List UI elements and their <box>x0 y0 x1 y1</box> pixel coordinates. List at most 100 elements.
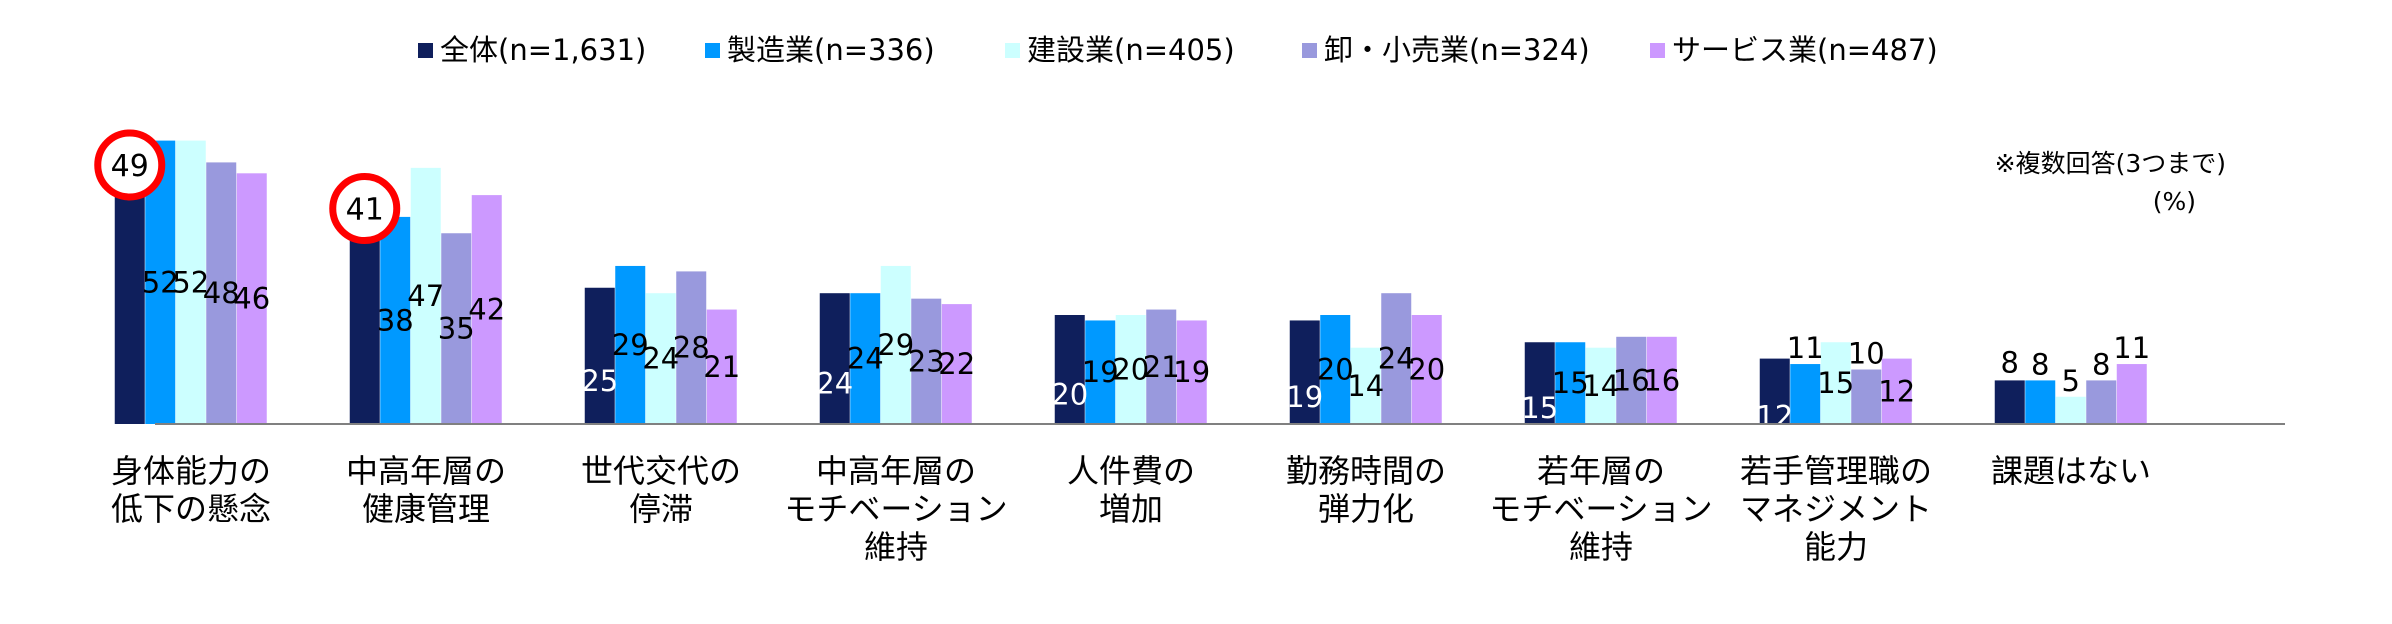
bar <box>1085 320 1116 424</box>
bar <box>1289 320 1320 424</box>
highlight-label: 41 <box>346 193 384 228</box>
category-label: マネジメント <box>1740 490 1932 528</box>
bar <box>1054 315 1085 424</box>
highlight-circle <box>329 173 401 245</box>
legend-swatch <box>1005 43 1020 58</box>
bar <box>1759 358 1790 424</box>
category-label: 健康管理 <box>362 490 490 528</box>
data-label: 20 <box>1317 353 1354 387</box>
category-label: 停滞 <box>629 490 693 528</box>
category-label: 中高年層の <box>346 452 506 490</box>
bar <box>1646 336 1677 424</box>
bar <box>441 233 472 424</box>
data-label: 20 <box>1051 378 1088 412</box>
category-label: 増加 <box>1099 490 1163 528</box>
data-label: 52 <box>172 265 209 299</box>
data-label: 29 <box>877 328 914 362</box>
legend-swatch <box>1302 43 1317 58</box>
bar <box>1585 347 1616 424</box>
bar <box>380 216 411 424</box>
data-label: 19 <box>1173 355 1210 389</box>
legend: 全体(n=1,631) 製造業(n=336) 建設業(n=405) 卸・小売業(n=3… <box>418 33 1938 67</box>
data-label: 19 <box>1082 355 1119 389</box>
bar <box>1616 336 1647 424</box>
bar <box>471 195 502 424</box>
data-label: 46 <box>233 282 270 316</box>
category-label: 弾力化 <box>1318 490 1414 528</box>
data-label: 24 <box>1378 342 1415 376</box>
bar <box>1381 293 1412 424</box>
bar <box>584 287 615 424</box>
category-label: 若手管理職の <box>1740 452 1932 490</box>
legend-label: 全体(n=1,631) <box>440 33 646 67</box>
bar <box>819 293 850 424</box>
category-label: 中高年層の <box>816 452 976 490</box>
data-label: 14 <box>1582 369 1619 403</box>
bar <box>114 156 145 424</box>
data-label: 24 <box>642 342 679 376</box>
bar <box>1115 315 1146 424</box>
category-label: 身体能力の <box>111 452 271 490</box>
bar <box>2025 380 2056 424</box>
legend-label: 建設業(n=405) <box>1027 33 1235 67</box>
data-label: 52 <box>142 265 179 299</box>
data-label: 42 <box>468 293 505 327</box>
category-label: 低下の懸念 <box>111 490 271 528</box>
bar <box>1411 315 1442 424</box>
data-label: 21 <box>1143 350 1180 384</box>
legend-swatch <box>418 43 433 58</box>
data-label: 29 <box>612 328 649 362</box>
data-label: 15 <box>1552 366 1589 400</box>
data-label: 38 <box>377 303 414 337</box>
data-label: 48 <box>203 276 240 310</box>
category-label: 人件費の <box>1067 452 1195 490</box>
bar <box>175 140 206 424</box>
legend-label: 製造業(n=336) <box>727 33 935 67</box>
category-label: 維持 <box>864 528 928 566</box>
legend-swatch <box>1650 43 1665 58</box>
data-label: 8 <box>2001 345 2019 379</box>
data-label: 5 <box>2062 364 2080 398</box>
bar <box>1176 320 1207 424</box>
data-label: 20 <box>1408 353 1445 387</box>
bar <box>1524 342 1555 424</box>
category-label: モチベーション <box>784 490 1007 528</box>
bar <box>880 265 911 424</box>
bar <box>2055 396 2086 424</box>
bar <box>236 173 267 424</box>
bar <box>1881 358 1912 424</box>
data-label: 20 <box>1112 353 1149 387</box>
bar <box>206 162 237 424</box>
data-label: 23 <box>908 344 945 378</box>
data-label: 22 <box>938 347 975 381</box>
highlight-circle <box>94 129 166 201</box>
category-label: 勤務時間の <box>1286 452 1446 490</box>
bar <box>645 293 676 424</box>
data-label: 21 <box>703 350 740 384</box>
data-label: 24 <box>816 367 853 401</box>
data-label: 11 <box>2113 331 2150 365</box>
bar <box>2086 380 2117 424</box>
category-label: 世代交代の <box>581 452 741 490</box>
bar <box>676 271 707 424</box>
data-label: 24 <box>847 342 884 376</box>
data-label: 28 <box>673 331 710 365</box>
unit-label: (%) <box>2153 187 2196 216</box>
data-label: 47 <box>407 279 444 313</box>
data-label: 25 <box>581 364 618 398</box>
category-label: 課題はない <box>1991 452 2151 490</box>
data-label: 16 <box>1643 363 1680 397</box>
bar <box>850 293 881 424</box>
category-label: 能力 <box>1804 528 1868 566</box>
data-label: 16 <box>1613 363 1650 397</box>
bar <box>941 304 972 424</box>
data-label: 15 <box>1817 366 1854 400</box>
data-label: 11 <box>1787 331 1824 365</box>
bars <box>114 140 2147 424</box>
category-label: モチベーション <box>1489 490 1712 528</box>
data-label: 35 <box>438 312 475 346</box>
